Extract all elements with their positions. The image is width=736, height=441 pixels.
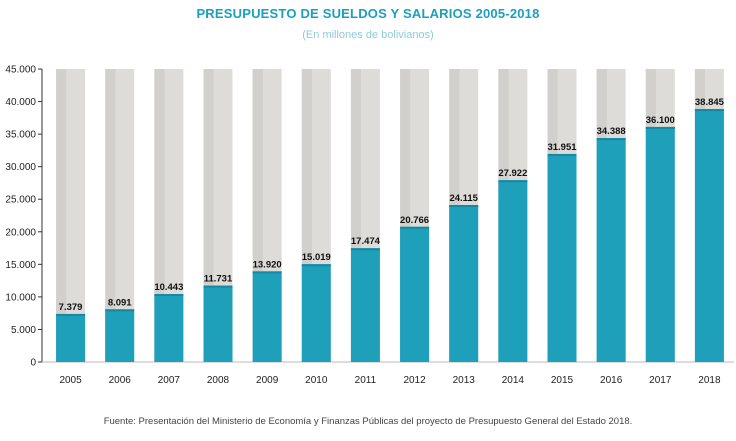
bar: [105, 309, 135, 362]
x-tick-label: 2007: [158, 375, 181, 386]
x-tick-label: 2016: [600, 375, 623, 386]
data-label: 34.388: [597, 126, 626, 137]
data-label: 8.091: [108, 297, 132, 308]
bar: [252, 271, 282, 362]
bar: [350, 248, 380, 362]
data-label: 10.443: [154, 282, 183, 293]
bar-cap: [105, 309, 135, 312]
bar-track-shade: [154, 69, 165, 362]
bar-track-shade: [203, 69, 214, 362]
x-tick-label: 2005: [59, 375, 82, 386]
x-tick-label: 2012: [403, 375, 426, 386]
y-tick-label: 25.000: [5, 195, 36, 206]
bar: [498, 180, 528, 362]
y-tick-label: 15.000: [5, 260, 36, 271]
data-label: 7.379: [59, 302, 83, 313]
y-tick-label: 0: [30, 358, 36, 369]
bar-cap: [350, 248, 380, 251]
bar: [596, 138, 626, 362]
chart-subtitle: (En millones de bolivianos): [302, 29, 434, 41]
bar-track-shade: [105, 69, 116, 362]
bar: [203, 285, 233, 362]
data-label: 24.115: [449, 193, 478, 204]
data-label: 11.731: [204, 274, 233, 285]
x-tick-label: 2013: [453, 375, 476, 386]
x-tick-label: 2010: [305, 375, 328, 386]
y-tick-label: 10.000: [5, 292, 36, 303]
x-tick-label: 2014: [502, 375, 525, 386]
bar-cap: [596, 138, 626, 141]
data-label: 31.951: [547, 142, 577, 153]
data-label: 36.100: [646, 115, 675, 126]
bar-track-shade: [56, 69, 67, 362]
x-tick-label: 2015: [551, 375, 574, 386]
x-tick-label: 2009: [256, 375, 279, 386]
bar-cap: [694, 109, 724, 112]
bar-cap: [154, 294, 184, 297]
data-label: 17.474: [351, 236, 381, 247]
bar-cap: [449, 204, 479, 207]
bar: [56, 313, 86, 362]
data-label: 20.766: [400, 215, 429, 226]
x-tick-label: 2006: [109, 375, 132, 386]
x-tick-label: 2008: [207, 375, 230, 386]
x-tick-label: 2017: [649, 375, 672, 386]
data-label: 38.845: [695, 97, 725, 108]
bar: [301, 264, 331, 362]
x-tick-label: 2011: [355, 375, 377, 386]
bar-track-shade: [400, 69, 411, 362]
bar-cap: [400, 226, 430, 229]
bar: [154, 294, 184, 362]
bar-track-shade: [252, 69, 263, 362]
x-tick-label: 2018: [698, 375, 721, 386]
y-tick-label: 40.000: [5, 97, 36, 108]
y-tick-label: 35.000: [5, 130, 36, 141]
bar-cap: [645, 126, 675, 129]
bar-cap: [252, 271, 282, 274]
bar-cap: [498, 180, 528, 183]
chart-title: PRESUPUESTO DE SUELDOS Y SALARIOS 2005-2…: [196, 6, 540, 21]
bar-cap: [547, 153, 577, 156]
bar-track-shade: [350, 69, 362, 362]
data-label: 15.019: [302, 252, 331, 263]
y-tick-label: 20.000: [5, 227, 36, 238]
y-tick-label: 45.000: [5, 65, 36, 76]
bar: [694, 109, 724, 362]
y-tick-label: 30.000: [5, 162, 36, 173]
bar: [645, 126, 675, 363]
bar-track-shade: [301, 69, 312, 362]
bar: [449, 204, 479, 362]
source-note: Fuente: Presentación del Ministerio de E…: [103, 416, 633, 427]
data-label: 27.922: [498, 168, 527, 179]
bar: [400, 226, 430, 362]
y-tick-label: 5.000: [11, 325, 36, 336]
bar: [547, 153, 577, 362]
bar-cap: [301, 264, 331, 267]
bar-cap: [56, 313, 86, 316]
bar-cap: [203, 285, 233, 288]
data-label: 13.920: [253, 259, 282, 270]
